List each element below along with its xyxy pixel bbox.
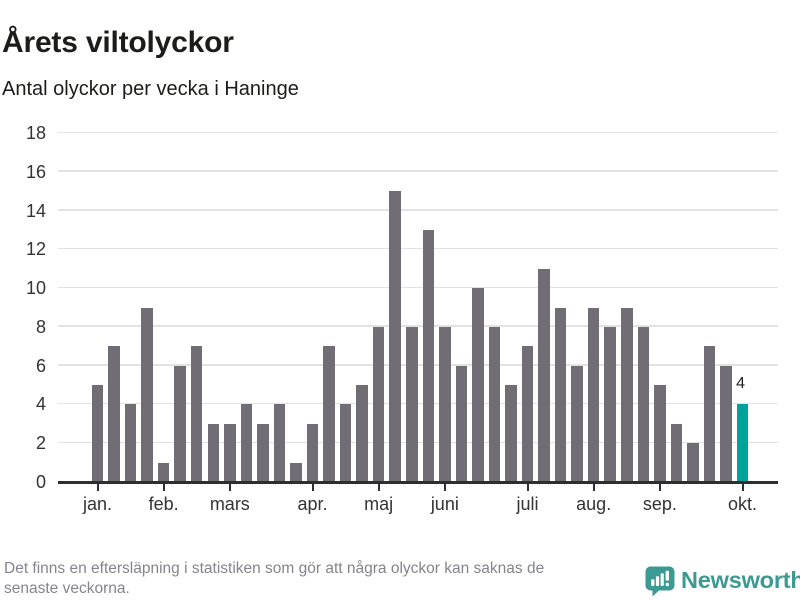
x-tick-label-okt: okt. (728, 494, 758, 514)
bar-week-10 (240, 404, 253, 482)
bar-week-24 (472, 288, 484, 482)
bar-week-35 (654, 385, 666, 482)
bar-week-21 (422, 229, 435, 482)
bar-week-22 (439, 326, 451, 482)
newsworthy-wordmark: Newsworthy (681, 567, 800, 593)
x-tick-maj (377, 484, 380, 491)
x-axis-line (58, 481, 778, 484)
bar-week-20 (406, 326, 418, 482)
bar-chart: Årets viltolyckor Antal olyckor per veck… (0, 26, 778, 518)
bar-week-2 (108, 346, 120, 482)
x-tick-label-juni: juni (430, 494, 459, 514)
bar-week-29 (554, 307, 567, 482)
bar-week-1 (91, 385, 104, 482)
y-tick-label-10: 10 (25, 278, 46, 299)
bar-week-7 (190, 346, 203, 482)
bar-week-31 (587, 307, 600, 482)
x-tick-label-sep: sep. (642, 494, 677, 514)
footnote: Det finns en eftersläpning i statistiken… (4, 559, 544, 599)
bar-week-33 (621, 307, 633, 482)
bar-week-14 (306, 423, 319, 482)
x-tick-juni (443, 484, 446, 491)
y-tick-label-0: 0 (35, 472, 46, 492)
x-tick-label-juli: juli (516, 494, 539, 514)
y-tick-label-18: 18 (25, 123, 46, 143)
y-tick-label-2: 2 (35, 433, 46, 454)
x-tick-label-feb: feb. (148, 494, 179, 514)
gridline-y8 (58, 325, 778, 327)
bar-week-30 (571, 365, 583, 482)
bar-week-27 (521, 346, 534, 482)
bar-week-15 (323, 346, 335, 482)
footnote-line-1: Det finns en eftersläpning i statistiken… (4, 560, 545, 577)
chart-subtitle: Antal olyckor per vecka i Haninge (2, 78, 299, 100)
bar-week-19 (389, 191, 401, 482)
bar-week-8 (207, 423, 220, 482)
gridline-y6 (58, 364, 778, 366)
x-tick-label-aug: aug. (576, 494, 612, 514)
y-tick-label-16: 16 (25, 161, 46, 182)
bar-week-4 (141, 307, 153, 482)
x-tick-juli (526, 484, 529, 491)
y-tick-label-4: 4 (35, 394, 46, 415)
x-tick-label-mars: mars (209, 494, 250, 514)
bar-week-12 (273, 404, 286, 482)
bar-week-6 (174, 365, 186, 482)
bar-week-5 (157, 462, 170, 482)
bar-week-38 (703, 346, 716, 482)
bar-week-39 (720, 365, 732, 482)
bar-week-28 (538, 268, 550, 482)
x-tick-label-apr: apr. (297, 494, 328, 514)
x-axis-ticks (58, 484, 778, 492)
bar-week-16 (339, 404, 352, 482)
bar-week-9 (224, 423, 236, 482)
y-axis-labels: 0 2 4 6 8 10 12 14 16 18 (0, 124, 46, 491)
gridline-y14 (58, 209, 778, 211)
footnote-line-2: senaste veckorna. (4, 580, 130, 597)
x-tick-aug (592, 484, 595, 491)
gridline-y18 (58, 131, 778, 133)
x-tick-label-maj: maj (364, 494, 394, 514)
newsworthy-logo: Newsworthy (645, 565, 800, 597)
bar-week-3 (124, 404, 137, 482)
bar-week-25 (488, 326, 501, 482)
x-tick-jan (96, 484, 99, 491)
gridline-y2 (58, 441, 778, 444)
badge-bubble-shape (645, 566, 675, 597)
y-tick-label-8: 8 (35, 316, 46, 337)
x-tick-mars (228, 484, 231, 491)
bar-week-13 (290, 462, 302, 482)
bar-week-36 (670, 423, 683, 482)
bar-week-40-highlighted (736, 404, 749, 482)
gridline-y16 (58, 170, 778, 172)
x-tick-sep (658, 484, 661, 491)
gridline-y12 (58, 247, 778, 250)
page-title: Årets viltolyckor (2, 26, 234, 60)
bar-week-18 (372, 326, 385, 482)
y-tick-label-6: 6 (35, 355, 46, 376)
bar-week-37 (687, 443, 699, 482)
bar-week-26 (505, 385, 517, 482)
bar-week-11 (257, 423, 269, 482)
x-axis-labels: jan. feb. mars apr. maj juni juli aug. sep. okt. (58, 494, 778, 518)
bar-week-17 (356, 385, 368, 482)
x-tick-feb (162, 484, 165, 491)
gridline-y10 (58, 286, 778, 289)
highlight-value-label: 4 (736, 375, 745, 393)
gridline-y4 (58, 402, 778, 405)
bar-week-23 (455, 365, 468, 482)
y-tick-label-14: 14 (25, 200, 46, 221)
bar-week-34 (637, 326, 650, 482)
bar-week-32 (604, 326, 616, 482)
x-tick-apr (311, 484, 314, 491)
newsworthy-badge-icon (645, 566, 675, 597)
plot-area: 4 (58, 131, 778, 482)
y-tick-label-12: 12 (25, 239, 46, 260)
x-tick-label-jan: jan. (82, 494, 113, 514)
x-tick-okt (741, 484, 744, 491)
